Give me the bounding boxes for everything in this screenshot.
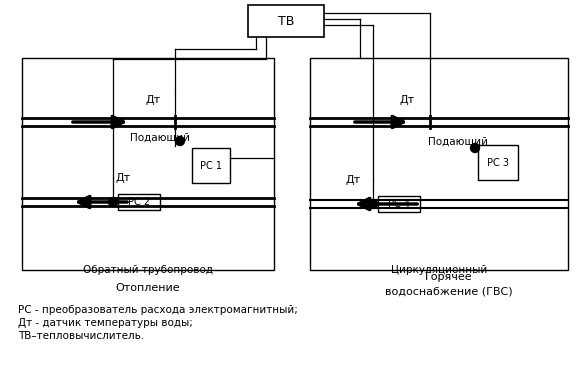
Bar bbox=[192, 148, 230, 183]
Text: ТВ: ТВ bbox=[278, 14, 294, 28]
Text: Подающий: Подающий bbox=[428, 137, 488, 147]
Text: РС 4: РС 4 bbox=[388, 199, 410, 209]
Text: Обратный трубопровод: Обратный трубопровод bbox=[83, 265, 213, 275]
Text: РС - преобразователь расхода электромагнитный;: РС - преобразователь расхода электромагн… bbox=[18, 305, 298, 315]
Circle shape bbox=[369, 200, 377, 209]
Text: Отопление: Отопление bbox=[116, 283, 180, 293]
Circle shape bbox=[470, 144, 480, 152]
Bar bbox=[118, 194, 160, 210]
Text: Дт: Дт bbox=[145, 95, 160, 105]
Text: Дт: Дт bbox=[116, 173, 131, 183]
Circle shape bbox=[176, 137, 184, 145]
Text: РС 3: РС 3 bbox=[487, 158, 509, 168]
Bar bbox=[478, 145, 518, 180]
Bar bbox=[22, 58, 274, 270]
Bar bbox=[310, 58, 568, 270]
Bar bbox=[378, 196, 420, 212]
Bar bbox=[248, 5, 324, 37]
Text: Горячее
водоснабжение (ГВС): Горячее водоснабжение (ГВС) bbox=[385, 272, 513, 296]
Text: Дт - датчик температуры воды;: Дт - датчик температуры воды; bbox=[18, 318, 193, 328]
Text: РС 2: РС 2 bbox=[128, 197, 150, 207]
Text: Циркуляционный: Циркуляционный bbox=[391, 265, 487, 275]
Text: Дт: Дт bbox=[345, 175, 360, 185]
Text: РС 1: РС 1 bbox=[200, 161, 222, 170]
Text: Подающий: Подающий bbox=[130, 133, 190, 143]
Text: Дт: Дт bbox=[400, 95, 415, 105]
Circle shape bbox=[108, 198, 118, 207]
Text: ТВ–тепловычислитель.: ТВ–тепловычислитель. bbox=[18, 331, 144, 341]
